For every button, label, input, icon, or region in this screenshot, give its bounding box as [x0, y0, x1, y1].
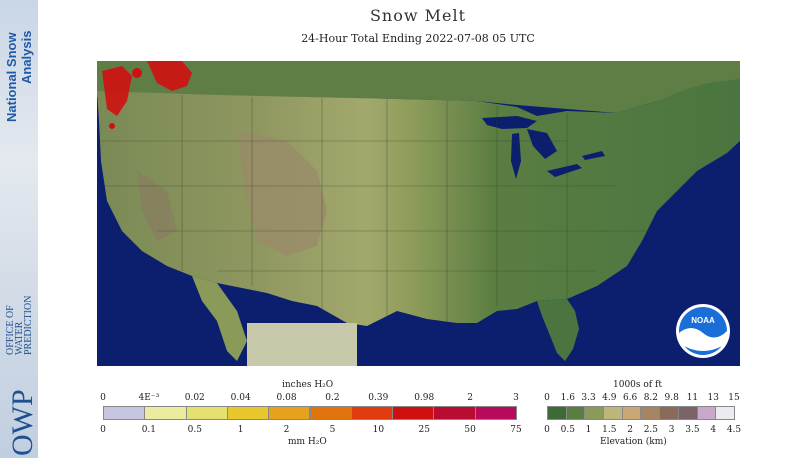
- elev-swatch: [659, 406, 679, 420]
- lake-superior: [482, 116, 537, 129]
- melt-swatch: [309, 406, 352, 420]
- elevation-scale-top-title: 1000s of ft: [613, 380, 662, 390]
- melt-top-tick: 0.02: [184, 393, 205, 403]
- elev-swatch: [640, 406, 661, 420]
- elev-top-tick: 6.6: [622, 393, 638, 403]
- melt-bottom-tick: 0: [100, 425, 106, 435]
- melt-bottom-tick: 25: [418, 425, 430, 435]
- melt-bottom-tick: 1: [237, 425, 244, 435]
- elev-bottom-tick: 4.5: [726, 425, 742, 435]
- melt-bottom-tick: 50: [464, 425, 476, 435]
- melt-top-tick: 3: [513, 393, 519, 403]
- owp-line-2: WATER: [14, 321, 25, 355]
- noaa-logo: NOAA: [676, 304, 730, 358]
- sierra-nevada: [137, 171, 177, 241]
- melt-top-tick: 0.08: [276, 393, 297, 403]
- melt-bottom-tick: 0.1: [141, 425, 157, 435]
- elev-top-tick: 9.8: [664, 393, 679, 403]
- elev-bottom-tick: 3.5: [685, 425, 700, 435]
- owp-line-1: OFFICE OF: [5, 305, 16, 355]
- snowmelt-areas: [102, 61, 192, 129]
- elev-bottom-tick: 3: [668, 425, 675, 435]
- elev-top-tick: 1.6: [560, 393, 575, 403]
- elev-top-tick: 8.2: [643, 393, 659, 403]
- elev-bottom-tick: 1: [585, 425, 592, 435]
- nsa-logo-line-1: National Snow: [4, 32, 19, 122]
- melt-swatch: [185, 406, 228, 420]
- elev-bottom-tick: 4: [710, 425, 717, 435]
- map-subtitle: 24-Hour Total Ending 2022-07-08 05 UTC: [301, 32, 535, 45]
- elev-top-tick: 15: [728, 393, 740, 403]
- elev-bottom-tick: 0.5: [560, 425, 575, 435]
- melt-scale-bottom-title: mm H₂O: [288, 437, 327, 447]
- owp-line-3: PREDICTION: [23, 296, 34, 355]
- melt-bottom-tick: 5: [329, 425, 336, 435]
- elev-top-tick: 4.9: [602, 393, 617, 403]
- sidebar: National Snow Analysis OFFICE OF WATER P…: [0, 0, 38, 458]
- elev-swatch: [603, 406, 623, 420]
- melt-top-tick: 2: [467, 393, 473, 403]
- lake-erie: [547, 164, 582, 177]
- elev-top-tick: 3.3: [581, 393, 596, 403]
- nsa-logo-line-2: Analysis: [19, 31, 34, 84]
- elev-swatch: [565, 406, 586, 420]
- snowmelt-spot: [132, 68, 142, 78]
- elev-bottom-tick: 1.5: [602, 425, 617, 435]
- melt-swatch: [226, 406, 270, 420]
- melt-swatch: [433, 406, 476, 420]
- melt-top-tick: 0.98: [414, 393, 435, 403]
- lake-ontario: [582, 151, 605, 160]
- snowmelt-cascades: [102, 66, 132, 116]
- national-snow-analysis-logo: National Snow Analysis: [4, 31, 34, 122]
- elevation-scale-bottom-title: Elevation (km): [600, 437, 667, 447]
- rocky-mountains: [237, 131, 327, 256]
- melt-bottom-tick: 10: [372, 425, 385, 435]
- lake-huron: [527, 129, 557, 159]
- melt-top-tick: 0.39: [368, 393, 389, 403]
- melt-top-tick: 0.04: [230, 393, 251, 403]
- state-borders: [97, 95, 657, 321]
- melt-top-tick: 4E⁻³: [138, 393, 160, 403]
- melt-bottom-tick: 0.5: [187, 425, 202, 435]
- elev-top-tick: 11: [686, 393, 699, 403]
- snowmelt-spot: [109, 123, 115, 129]
- elev-bottom-tick: 2.5: [643, 425, 659, 435]
- melt-top-tick: 0.2: [325, 393, 340, 403]
- elev-swatch: [715, 406, 735, 420]
- baja-california: [192, 276, 247, 361]
- melt-bottom-tick: 75: [510, 425, 522, 435]
- melt-swatch: [268, 406, 311, 420]
- elev-swatch: [621, 406, 642, 420]
- elev-swatch: [677, 406, 698, 420]
- elev-bottom-tick: 2: [627, 425, 633, 435]
- melt-swatch: [144, 406, 187, 420]
- melt-scale-top-title: inches H₂O: [282, 380, 334, 390]
- snow-melt-map: NOAA: [97, 61, 740, 366]
- elev-swatch: [696, 406, 717, 420]
- noaa-logo-text: NOAA: [691, 316, 715, 325]
- melt-swatch: [103, 406, 146, 420]
- elev-top-tick: 0: [544, 393, 550, 403]
- elev-swatch: [584, 406, 605, 420]
- melt-top-tick: 0: [100, 393, 106, 403]
- snowmelt-northern-rockies: [147, 61, 192, 91]
- mexico-region: [247, 323, 357, 366]
- canada-land: [97, 61, 740, 113]
- elev-top-tick: 13: [707, 393, 719, 403]
- melt-swatch: [474, 406, 517, 420]
- elev-bottom-tick: 0: [544, 425, 550, 435]
- map-title: Snow Melt: [369, 6, 467, 25]
- lake-michigan: [511, 133, 521, 179]
- owp-abbrev: OWP: [6, 389, 38, 456]
- owp-logo: OFFICE OF WATER PREDICTION OWP: [5, 296, 38, 456]
- elev-swatch: [547, 406, 567, 420]
- melt-bottom-tick: 2: [283, 425, 290, 435]
- melt-swatch: [392, 406, 435, 420]
- florida: [537, 299, 579, 361]
- melt-swatch: [350, 406, 394, 420]
